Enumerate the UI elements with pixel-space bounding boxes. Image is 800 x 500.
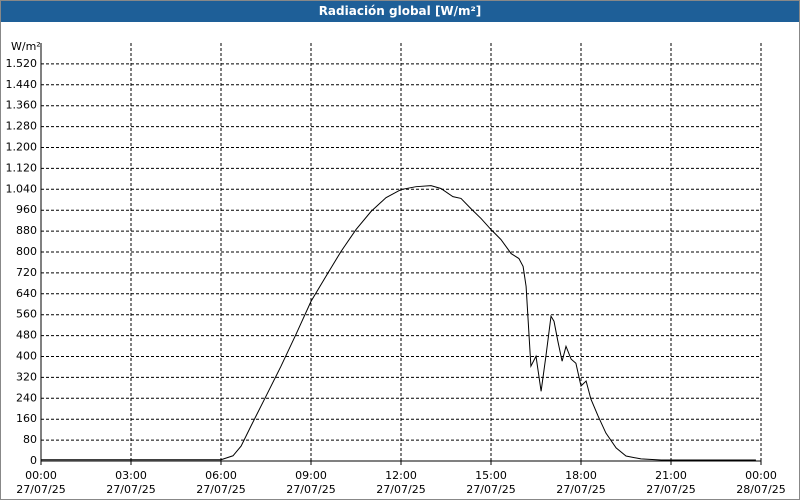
y-tick-label: 160 (16, 412, 37, 425)
x-tick-label: 03:00 27/07/25 (106, 469, 156, 496)
y-tick-label: 720 (16, 266, 37, 279)
y-tick-label: 1.040 (6, 182, 38, 195)
title-bar: Radiación global [W/m²] (1, 1, 799, 22)
y-tick-label: 400 (16, 350, 37, 363)
x-tick-label: 15:00 27/07/25 (466, 469, 516, 496)
y-axis-label: W/m² (11, 40, 41, 53)
y-tick-label: 320 (16, 370, 37, 383)
y-tick-label: 1.120 (6, 161, 38, 174)
y-tick-label: 560 (16, 308, 37, 321)
y-tick-label: 880 (16, 224, 37, 237)
x-tick-label: 00:00 28/07/25 (736, 469, 786, 496)
x-tick-label: 12:00 27/07/25 (376, 469, 426, 496)
y-tick-label: 480 (16, 329, 37, 342)
y-tick-label: 640 (16, 287, 37, 300)
y-tick-label: 1.280 (6, 120, 38, 133)
y-tick-label: 1.520 (6, 57, 38, 70)
y-tick-label: 1.360 (6, 99, 38, 112)
y-tick-label: 80 (23, 433, 37, 446)
x-tick-label: 21:00 27/07/25 (646, 469, 696, 496)
y-tick-label: 800 (16, 245, 37, 258)
x-tick-label: 00:00 27/07/25 (16, 469, 66, 496)
y-tick-label: 0 (30, 454, 37, 467)
y-tick-label: 1.440 (6, 78, 38, 91)
data-line (41, 185, 756, 461)
y-tick-label: 240 (16, 391, 37, 404)
y-tick-label: 1.200 (6, 141, 38, 154)
x-tick-label: 09:00 27/07/25 (286, 469, 336, 496)
x-tick-label: 06:00 27/07/25 (196, 469, 246, 496)
x-tick-label: 18:00 27/07/25 (556, 469, 606, 496)
y-tick-label: 960 (16, 203, 37, 216)
